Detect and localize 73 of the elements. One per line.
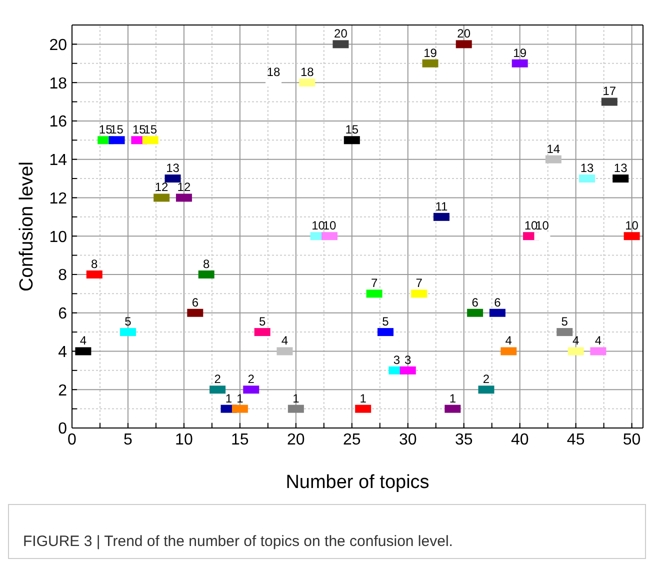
data-label: 18: [300, 65, 314, 80]
x-tick-label: 5: [124, 431, 133, 448]
data-label: 4: [80, 334, 87, 348]
data-label: 10: [524, 218, 538, 233]
data-label: 20: [457, 26, 471, 41]
y-tick-label: 2: [58, 382, 68, 400]
data-label: 5: [124, 314, 132, 329]
y-tick-label: 20: [49, 36, 68, 54]
data-label: 6: [494, 295, 502, 310]
y-tick-label: 6: [58, 306, 68, 323]
x-tick-label: 40: [510, 431, 529, 448]
caption: FIGURE 3 | Trend of the number of topics on the confusion level.: [23, 533, 454, 550]
data-label: 4: [505, 334, 512, 348]
data-label: 10: [322, 218, 337, 233]
data-label: 1: [449, 391, 456, 406]
data-label: 15: [132, 122, 146, 137]
y-tick-label: 18: [49, 75, 68, 92]
data-label: 6: [472, 295, 479, 310]
data-label: 4: [572, 334, 580, 348]
data-label: 7: [416, 276, 423, 290]
data-label: 3: [393, 352, 400, 367]
data-label: 2: [248, 372, 255, 386]
data-label: 3: [404, 352, 412, 367]
x-tick-label: 35: [454, 431, 473, 448]
data-label: 4: [594, 334, 602, 348]
data-label: 7: [370, 276, 378, 290]
data-label: 15: [345, 122, 359, 137]
y-tick-label: 14: [49, 152, 68, 170]
data-label: 12: [177, 180, 191, 194]
data-label: 10: [536, 218, 550, 233]
x-tick-label: 50: [622, 431, 641, 448]
data-label: 4: [281, 334, 288, 348]
data-label: 1: [292, 391, 300, 406]
data-label: 6: [192, 295, 199, 310]
data-label: 13: [614, 161, 628, 176]
data-label: 18: [266, 65, 281, 80]
x-tick-label: 10: [175, 431, 193, 448]
y-tick-label: 4: [58, 344, 68, 361]
data-label: 13: [166, 161, 180, 176]
x-tick-label: 20: [287, 431, 305, 448]
data-label: 2: [214, 372, 222, 386]
data-label: 17: [602, 84, 616, 98]
x-tick-label: 30: [398, 431, 417, 448]
data-label: 8: [203, 256, 210, 271]
y-tick-label: 10: [49, 228, 68, 246]
data-label: 8: [91, 256, 98, 271]
data-label: 5: [382, 314, 390, 329]
x-axis-title: Number of topics: [286, 472, 430, 493]
data-label: 19: [513, 46, 527, 60]
data-label: 5: [561, 314, 568, 329]
data-label: 13: [580, 161, 594, 176]
data-label: 2: [482, 372, 490, 386]
x-tick-label: 25: [343, 431, 361, 448]
y-tick-label: 16: [49, 114, 68, 131]
x-tick-label: 45: [566, 431, 585, 448]
data-label: 1: [225, 391, 232, 406]
y-tick-label: 12: [49, 190, 68, 208]
data-label: 1: [236, 391, 244, 406]
y-tick-label: 8: [58, 267, 68, 284]
data-label: 15: [144, 122, 158, 137]
data-label: 15: [110, 122, 124, 137]
data-label: 15: [98, 122, 113, 137]
data-label: 5: [258, 314, 266, 329]
data-label: 10: [625, 218, 639, 233]
data-label: 1: [360, 391, 367, 406]
data-label: 20: [334, 26, 348, 41]
data-label: 19: [424, 46, 438, 60]
data-label: 10: [312, 218, 326, 233]
x-tick-label: 15: [231, 431, 249, 448]
y-axis-title: Confusion level: [16, 162, 38, 292]
data-label: 14: [546, 142, 560, 156]
data-label: 11: [435, 199, 448, 214]
data-label: 12: [154, 180, 169, 194]
